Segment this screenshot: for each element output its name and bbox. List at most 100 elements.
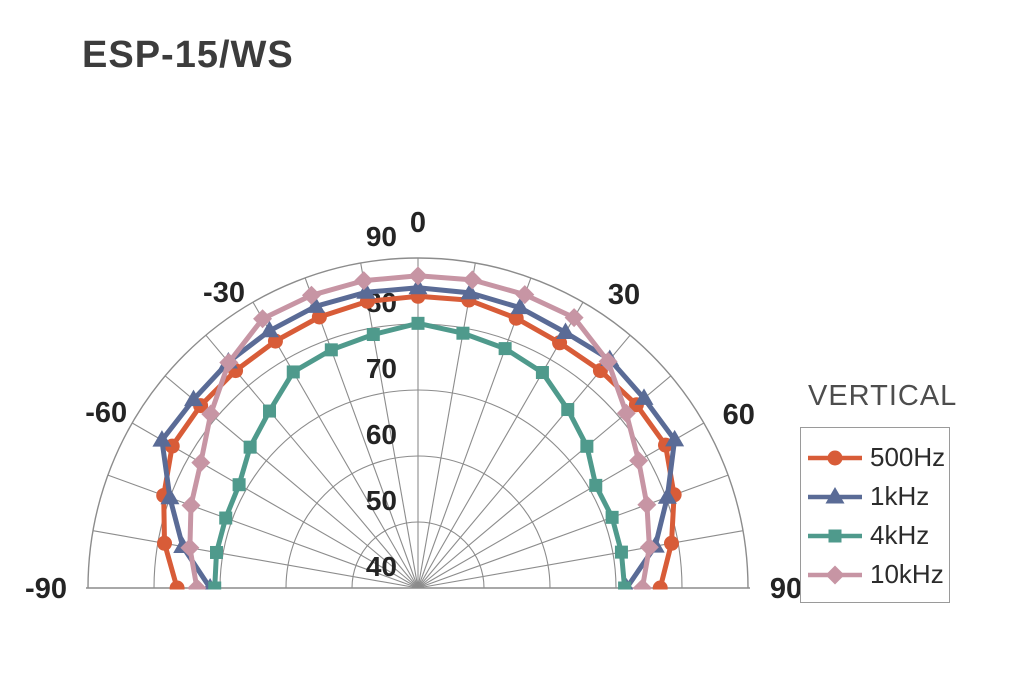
series-10kHz-marker-90: [632, 578, 652, 590]
series-10kHz-marker--90: [187, 578, 207, 590]
series-4kHz-marker--40: [263, 404, 277, 418]
series-10kHz-marker-70: [637, 495, 657, 515]
series-1kHz-marker-30: [556, 322, 576, 340]
triangle-marker-icon: [808, 486, 862, 503]
series-500Hz-marker--80: [157, 535, 173, 551]
legend: VERTICAL 500Hz 1kHz 4kHz 10kHz: [800, 380, 970, 603]
series-4kHz-marker-70: [605, 510, 619, 524]
series-500Hz-marker-90: [652, 580, 668, 590]
chart-title: ESP-15/WS: [82, 34, 294, 76]
series-4kHz: [208, 316, 632, 590]
series-10kHz-marker-20: [515, 285, 535, 305]
series-4kHz-marker-60: [589, 478, 603, 492]
series-10kHz-marker--70: [181, 495, 201, 515]
series-4kHz-marker--20: [324, 343, 338, 357]
series-500Hz-marker-20: [508, 310, 524, 326]
grid-spoke-10: [417, 262, 476, 589]
series-4kHz-marker-80: [614, 545, 628, 559]
series-4kHz-marker-50: [580, 439, 594, 453]
legend-label-500Hz: 500Hz: [870, 442, 946, 472]
legend-box: 500Hz 1kHz 4kHz 10kHz: [800, 427, 950, 603]
series-4kHz-marker--80: [210, 545, 224, 559]
series-500Hz-marker--30: [267, 333, 283, 349]
legend-item-1kHz: 1kHz: [807, 477, 949, 516]
series-4kHz-marker-40: [561, 403, 575, 417]
radial-tick-label-90: 90: [366, 221, 397, 252]
legend-item-500Hz: 500Hz: [807, 438, 949, 477]
series-1kHz-marker--10: [356, 282, 376, 299]
series-10kHz-marker--60: [191, 453, 211, 473]
series-1kHz-marker--60: [152, 430, 172, 447]
series-10kHz: [180, 266, 659, 590]
series-4kHz-marker-30: [535, 366, 549, 380]
angle-tick-label-0: 0: [410, 207, 426, 239]
legend-marker-10kHz: [825, 565, 845, 584]
legend-label-4kHz: 4kHz: [870, 520, 930, 550]
series-1kHz-marker--50: [184, 389, 204, 407]
angle-tick-label--90: -90: [25, 573, 67, 605]
angle-tick-label-90: 90: [770, 573, 802, 605]
grid-spoke-80: [417, 530, 744, 589]
legend-marker-1kHz: [825, 486, 845, 503]
series-10kHz-marker-40: [598, 351, 618, 371]
series-500Hz-line: [161, 293, 677, 589]
series-4kHz-marker-20: [498, 342, 512, 356]
series-4kHz-marker--50: [243, 440, 257, 454]
series-1kHz-marker--20: [306, 296, 326, 313]
series-4kHz-marker--60: [232, 478, 246, 492]
series-4kHz-marker-90: [618, 581, 632, 590]
grid-spoke-30: [417, 301, 584, 589]
series-500Hz-marker-80: [663, 535, 679, 551]
grid-spoke-40: [417, 334, 631, 589]
angle-tick-label--30: -30: [203, 277, 245, 309]
legend-item-10kHz: 10kHz: [807, 555, 949, 594]
series-1kHz-marker-0: [408, 277, 428, 295]
series-1kHz-marker-60: [665, 429, 685, 447]
series-4kHz-marker--10: [366, 328, 380, 342]
series-1kHz-marker-50: [634, 388, 654, 405]
series-1kHz-marker--70: [160, 487, 180, 505]
series-10kHz-marker-60: [629, 451, 649, 471]
series-4kHz-marker--70: [219, 511, 233, 525]
angle-tick-label-30: 30: [608, 279, 640, 311]
legend-marker-500Hz: [827, 450, 843, 465]
series-500Hz-marker--20: [311, 309, 327, 325]
radial-tick-label-40: 40: [366, 551, 397, 582]
radial-tick-label-70: 70: [366, 353, 397, 384]
series-1kHz-marker-10: [460, 282, 480, 300]
grid-spoke--40: [205, 334, 419, 589]
grid-spoke--20: [304, 277, 419, 589]
series-4kHz-marker-0: [411, 316, 425, 330]
radial-tick-label-50: 50: [366, 485, 397, 516]
series-10kHz-marker--50: [201, 404, 221, 424]
grid-spoke-20: [417, 277, 532, 589]
series-500Hz-marker--90: [169, 580, 185, 590]
square-marker-icon: [808, 529, 862, 542]
grid-spoke--30: [252, 301, 419, 589]
series-10kHz-marker--10: [354, 271, 374, 291]
series-10kHz-marker--30: [253, 309, 273, 329]
legend-marker-4kHz: [828, 529, 842, 542]
grid-spoke--60: [131, 422, 419, 589]
diamond-marker-icon: [808, 565, 862, 584]
legend-label-10kHz: 10kHz: [870, 559, 944, 589]
grid-spoke--10: [360, 262, 419, 589]
series-10kHz-marker-50: [616, 403, 636, 423]
series-10kHz-marker--40: [219, 353, 239, 373]
legend-title: VERTICAL: [808, 380, 958, 412]
series-1kHz-marker--30: [260, 320, 279, 338]
series-10kHz-marker--80: [180, 538, 200, 558]
grid-spoke--80: [92, 530, 419, 589]
series-4kHz-marker-10: [456, 326, 470, 340]
series-10kHz-marker-30: [564, 308, 584, 328]
series-500Hz: [156, 288, 682, 590]
grid-spoke-60: [417, 422, 705, 589]
series-1kHz-marker-70: [657, 487, 677, 504]
series-500Hz-marker-30: [552, 335, 568, 351]
series-10kHz-marker-0: [408, 266, 428, 286]
radial-tick-label-60: 60: [366, 419, 397, 450]
series-group: [152, 266, 685, 590]
